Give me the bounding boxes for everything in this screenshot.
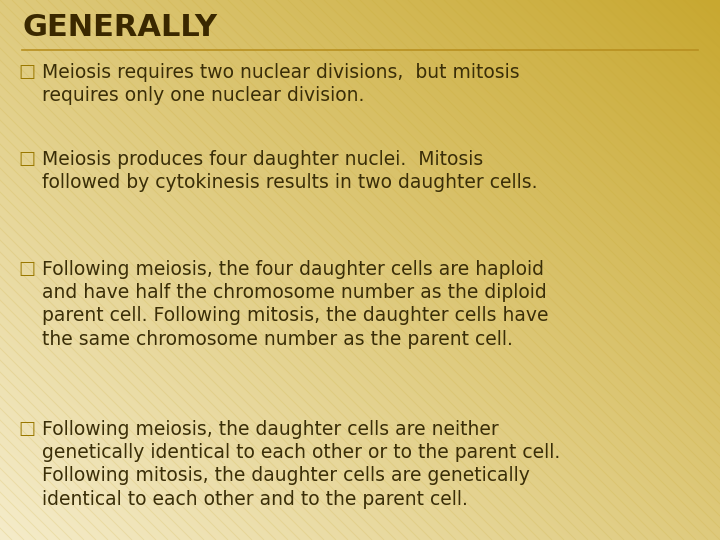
Text: Following meiosis, the daughter cells are neither
genetically identical to each : Following meiosis, the daughter cells ar… [42,420,560,509]
Text: □: □ [18,260,35,278]
Text: Meiosis produces four daughter nuclei.  Mitosis
followed by cytokinesis results : Meiosis produces four daughter nuclei. M… [42,150,538,192]
Text: □: □ [18,420,35,438]
Text: Following meiosis, the four daughter cells are haploid
and have half the chromos: Following meiosis, the four daughter cel… [42,260,549,349]
Text: Meiosis requires two nuclear divisions,  but mitosis
requires only one nuclear d: Meiosis requires two nuclear divisions, … [42,63,520,105]
Text: GENERALLY: GENERALLY [22,13,217,42]
Text: □: □ [18,150,35,168]
Text: □: □ [18,63,35,81]
